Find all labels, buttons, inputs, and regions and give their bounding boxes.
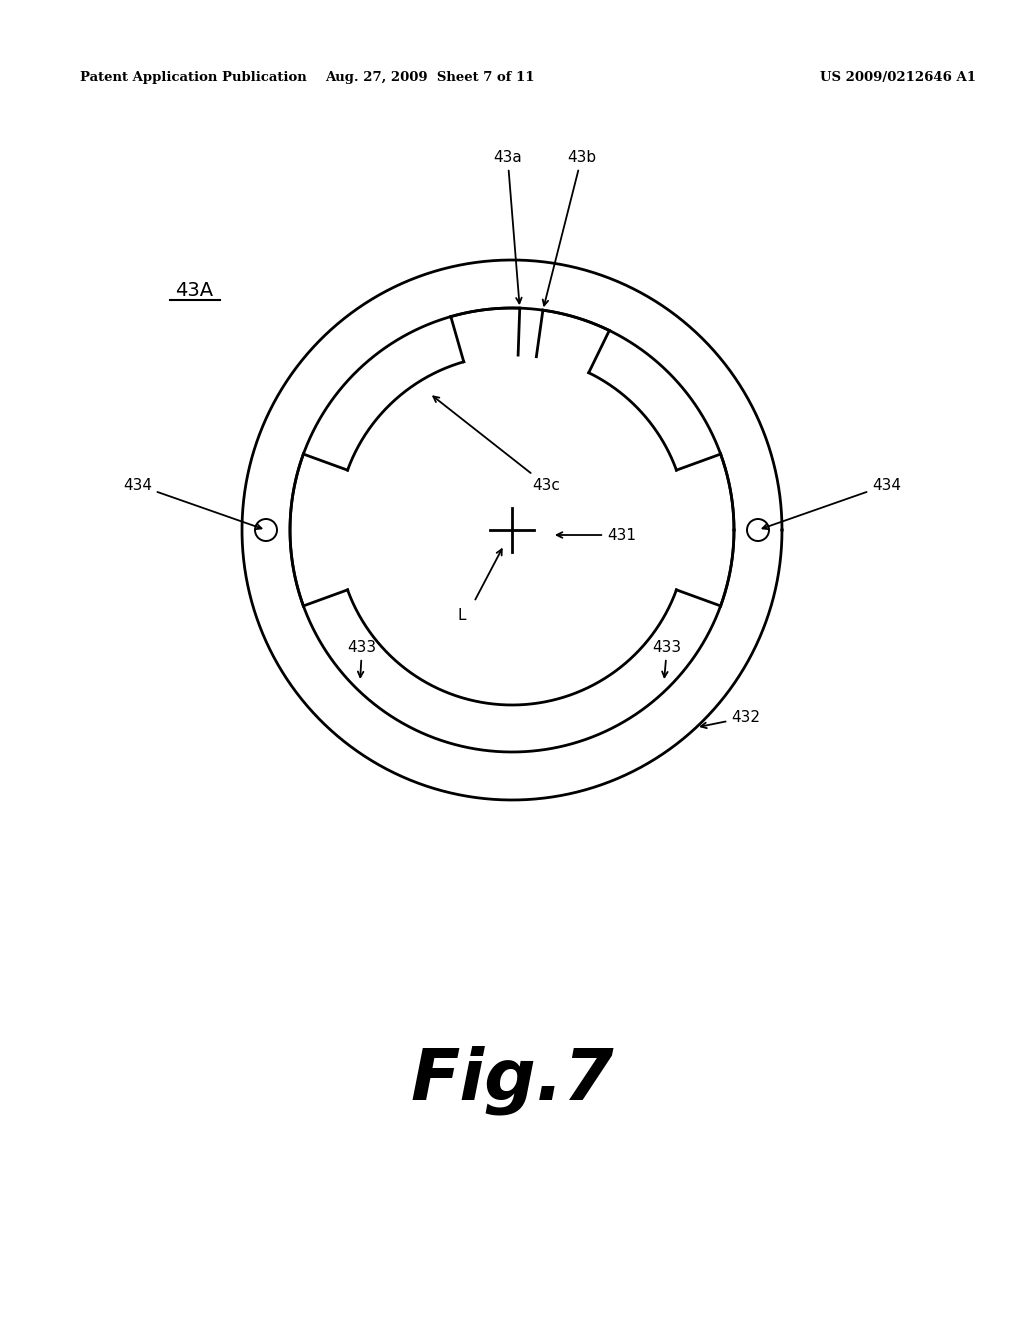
Text: 43a: 43a — [494, 150, 522, 304]
Text: 433: 433 — [347, 640, 377, 677]
Text: 43b: 43b — [543, 150, 596, 305]
Text: 434: 434 — [763, 478, 901, 529]
Text: 43A: 43A — [175, 281, 213, 300]
Text: Patent Application Publication: Patent Application Publication — [80, 71, 307, 84]
Text: 431: 431 — [557, 528, 636, 543]
Text: 432: 432 — [700, 710, 760, 729]
Text: US 2009/0212646 A1: US 2009/0212646 A1 — [820, 71, 976, 84]
Text: 43c: 43c — [433, 396, 560, 492]
Text: L: L — [458, 607, 466, 623]
Text: Fig.7: Fig.7 — [411, 1045, 613, 1115]
Text: 433: 433 — [652, 640, 682, 677]
Text: 434: 434 — [123, 478, 261, 529]
Text: Aug. 27, 2009  Sheet 7 of 11: Aug. 27, 2009 Sheet 7 of 11 — [326, 71, 535, 84]
